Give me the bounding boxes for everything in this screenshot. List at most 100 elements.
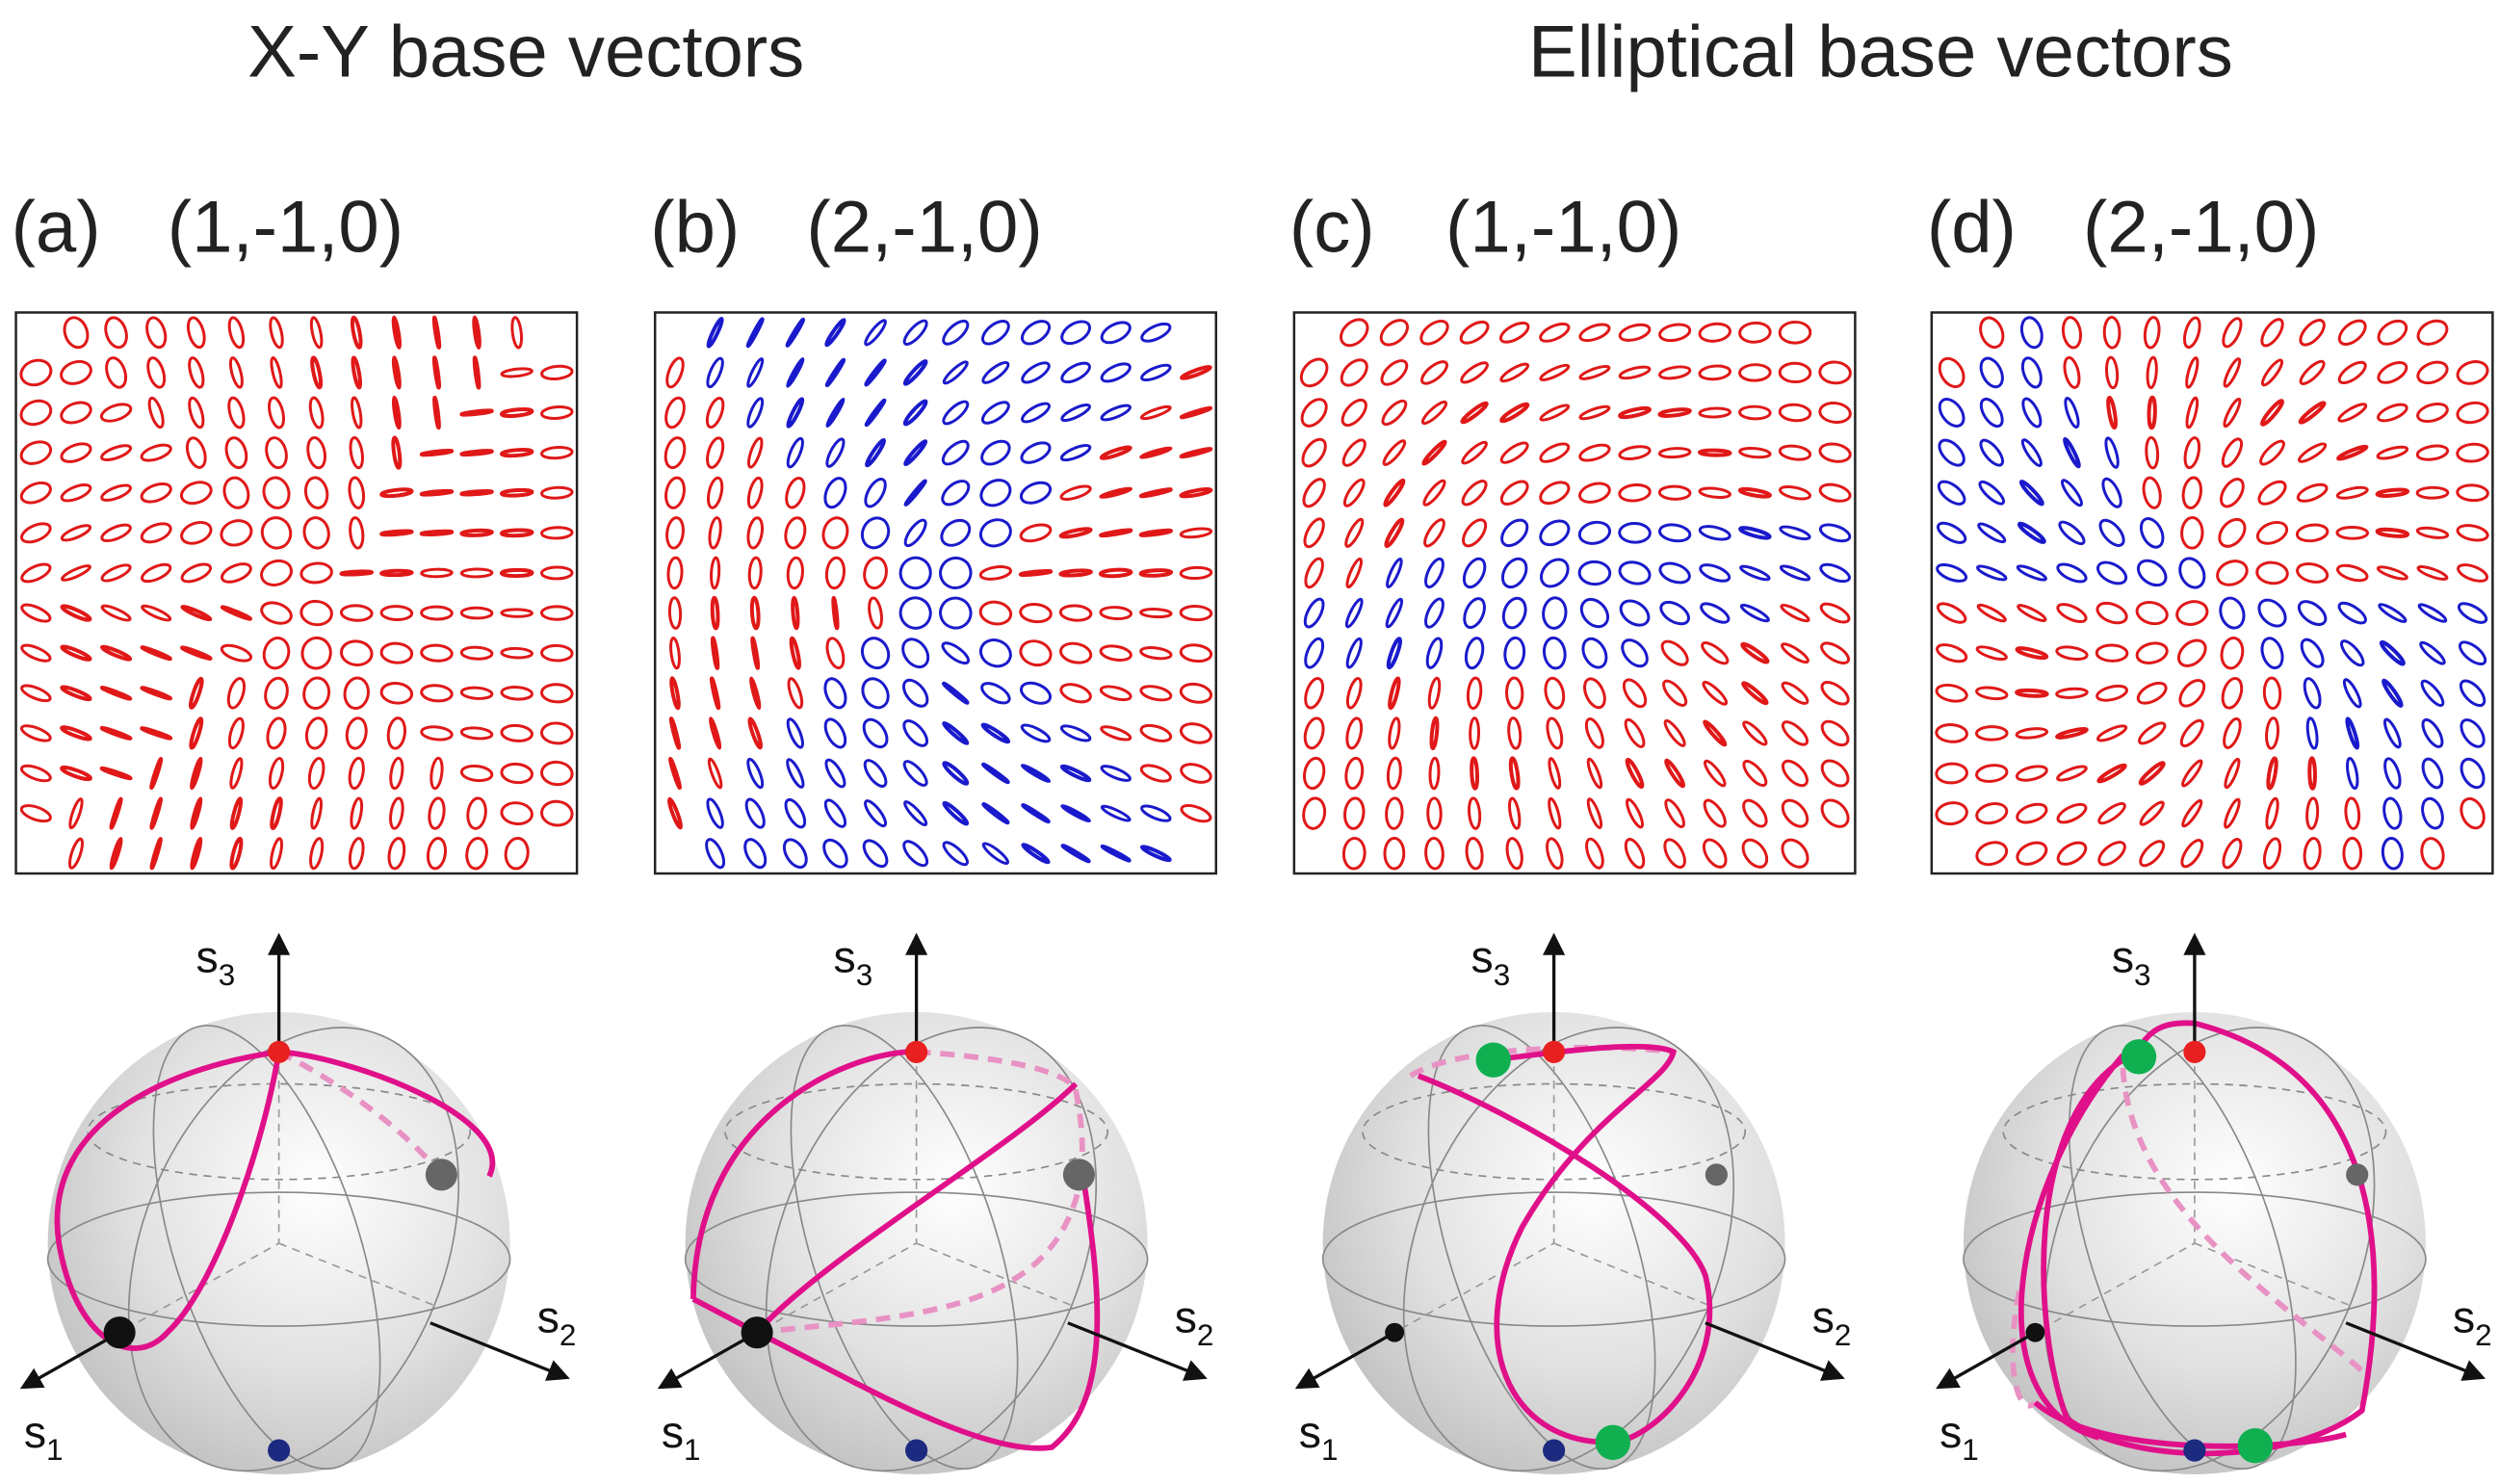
polarization-ellipse	[1345, 677, 1363, 710]
poincare-sphere	[1936, 932, 2486, 1474]
polarization-ellipse	[386, 716, 406, 750]
polarization-ellipse	[299, 561, 333, 585]
polarization-ellipse	[2459, 679, 2486, 708]
polarization-ellipse	[2180, 839, 2204, 869]
polarization-ellipse	[60, 685, 92, 702]
polarization-ellipse	[2298, 401, 2327, 425]
polarization-ellipse	[860, 516, 891, 550]
polarization-ellipse	[1019, 603, 1053, 624]
polarization-ellipse	[2064, 396, 2080, 430]
polarization-ellipse	[941, 480, 971, 507]
polarization-ellipse	[2345, 716, 2360, 750]
polarization-ellipse	[1976, 564, 2008, 582]
south-dot	[905, 1439, 928, 1462]
polarization-ellipse	[60, 604, 92, 622]
polarization-ellipse	[268, 396, 285, 430]
polarization-ellipse	[1099, 445, 1132, 460]
polarization-ellipse	[823, 677, 847, 710]
polarization-ellipse	[1344, 517, 1365, 548]
polarization-ellipse	[431, 315, 442, 350]
polarization-ellipse	[420, 684, 454, 703]
polarization-ellipse	[862, 839, 889, 869]
polarization-ellipse	[149, 796, 163, 830]
polarization-ellipse	[229, 796, 244, 830]
trajectory	[754, 1081, 1079, 1335]
poincare-sphere	[1294, 932, 1845, 1474]
axis-label: s2	[2453, 1292, 2492, 1352]
polarization-ellipse	[1303, 716, 1325, 750]
polarization-ellipse	[1781, 642, 1809, 664]
polarization-ellipse	[539, 565, 574, 581]
green-dot	[2121, 1039, 2157, 1075]
polarization-ellipse	[1577, 560, 1612, 586]
polarization-ellipse	[2139, 800, 2165, 826]
polarization-ellipse	[2382, 678, 2404, 708]
polarization-ellipse	[1499, 402, 1530, 424]
polarization-ellipse	[863, 556, 888, 590]
polarization-ellipse	[2257, 480, 2287, 506]
polarization-ellipse	[391, 395, 402, 430]
polarization-ellipse	[1508, 796, 1522, 830]
polarization-ellipse	[20, 522, 52, 544]
s2-dot	[1062, 1159, 1095, 1191]
polarization-ellipse	[2298, 442, 2328, 463]
polarization-ellipse	[1618, 405, 1652, 420]
polarization-ellipse	[1059, 641, 1093, 664]
polarization-ellipse	[1979, 397, 2004, 429]
polarization-ellipse	[1020, 763, 1052, 784]
polarization-ellipse	[1975, 764, 2009, 783]
axis-label-subscript: 1	[1962, 1433, 1978, 1467]
polarization-ellipse	[902, 719, 929, 747]
polarization-ellipse	[1300, 398, 1328, 428]
polarization-ellipse	[60, 725, 92, 742]
polarization-ellipse	[1820, 719, 1850, 747]
polarization-ellipse	[1698, 322, 1731, 343]
axis-label: s3	[1471, 932, 1511, 992]
polarization-ellipse	[459, 686, 494, 700]
polarization-ellipse	[823, 798, 847, 828]
polarization-ellipse	[903, 518, 927, 548]
polarization-ellipse	[705, 396, 725, 430]
south-dot	[2183, 1439, 2206, 1462]
polarization-ellipse	[499, 487, 534, 498]
polarization-ellipse	[2260, 399, 2284, 427]
polarization-ellipse	[903, 479, 927, 507]
meridian	[765, 1027, 1098, 1472]
polarization-ellipse	[1303, 517, 1325, 549]
polarization-ellipse	[1470, 756, 1479, 791]
polarization-ellipse	[147, 396, 165, 430]
polarization-ellipse	[1979, 316, 2005, 350]
inner-axis	[756, 1052, 1077, 1334]
polarization-ellipse	[1179, 682, 1213, 704]
polarization-ellipse	[1466, 676, 1483, 711]
polarization-ellipse	[99, 725, 133, 741]
polarization-ellipse	[942, 360, 969, 385]
polarization-ellipse	[100, 444, 133, 461]
polarization-ellipse	[1659, 600, 1690, 626]
polarization-ellipse	[2299, 319, 2326, 347]
polarization-ellipse	[2458, 640, 2487, 665]
polarization-ellipse	[2017, 521, 2046, 544]
axis-label-base: s	[1812, 1292, 1835, 1342]
polarization-ellipse	[1937, 521, 1967, 544]
polarization-ellipse	[1019, 639, 1053, 667]
axis-label-base: s	[834, 932, 856, 982]
polarization-ellipse	[902, 760, 928, 787]
polarization-ellipse	[426, 837, 447, 871]
polarization-ellipse	[302, 676, 331, 710]
polarization-ellipse	[706, 436, 725, 469]
panel-label: (d)	[1927, 187, 2017, 269]
polarization-ellipse	[2419, 640, 2446, 665]
polarization-ellipse	[1501, 596, 1527, 630]
polarization-ellipse	[1544, 676, 1566, 710]
polarization-ellipse	[1738, 404, 1772, 421]
polarization-ellipse	[1427, 676, 1442, 710]
polarization-ellipse	[1388, 716, 1401, 750]
polarization-ellipse	[2104, 436, 2120, 469]
polarization-ellipse	[864, 398, 887, 428]
polarization-ellipse	[431, 355, 442, 390]
polarization-ellipse	[708, 716, 722, 750]
polarization-ellipse	[1584, 717, 1604, 749]
polarization-ellipse	[2255, 520, 2289, 545]
polarization-ellipse	[1578, 404, 1611, 421]
